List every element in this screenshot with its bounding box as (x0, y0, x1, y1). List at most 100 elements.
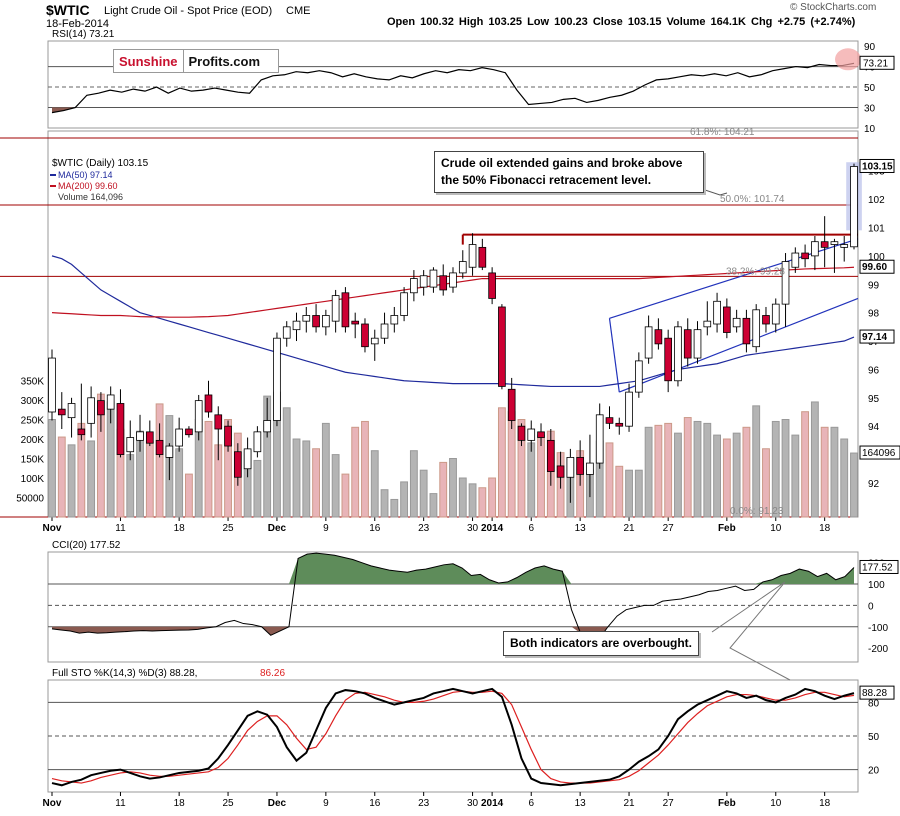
candle-body (478, 246, 487, 268)
candle-body (566, 456, 575, 478)
volume-bar (351, 426, 360, 518)
candle-body (292, 320, 301, 331)
candle-body (390, 315, 399, 325)
x-tick-label: 25 (222, 523, 234, 534)
x-tick-label: 11 (115, 798, 126, 809)
candle-body (683, 329, 692, 359)
cci-panel-label: CCI(20) 177.52 (52, 540, 121, 551)
candle-body (840, 244, 849, 248)
ma50-price-label: 97.14 (862, 332, 887, 343)
volume-bar (801, 411, 810, 518)
candle-body (742, 317, 751, 345)
volume-bar (488, 477, 497, 518)
candle-body (644, 326, 653, 359)
rsi-tick-label: 90 (864, 42, 876, 53)
volume-tick-label: 250K (21, 416, 45, 427)
fib-label: 0.0%: 91.23 (730, 506, 784, 517)
x-tick-label: 18 (174, 798, 186, 809)
volume-tick-label: 300K (21, 396, 45, 407)
candle-body (703, 320, 712, 328)
candle-body (273, 337, 281, 421)
volume-bar (175, 448, 184, 518)
candle-body (224, 425, 232, 447)
candle-body (253, 431, 262, 453)
volume-bar (468, 483, 477, 518)
candle-body (400, 292, 408, 316)
rsi-oversold-fill (52, 107, 87, 113)
x-tick-label: 9 (323, 798, 329, 809)
logo-part-1: Sunshine (114, 50, 184, 72)
price-tick-label: 92 (868, 479, 880, 490)
volume-bar (605, 442, 614, 518)
candle-body (126, 437, 135, 453)
candle-body (331, 295, 340, 322)
channel-lower (619, 297, 859, 393)
price-tick-label: 95 (868, 394, 880, 405)
ma50-price-label-box (859, 329, 895, 344)
sto-k-line (51, 687, 855, 787)
candle-body (87, 397, 95, 424)
sto-d-line (51, 690, 855, 784)
volume-bar (419, 469, 428, 518)
volume-bar (674, 432, 682, 518)
indicator-callout: Both indicators are overbought. (503, 631, 700, 656)
ma200-price-label: 99.60 (862, 262, 887, 273)
candle-body (527, 428, 536, 441)
candle-body (791, 252, 800, 268)
cci-value-label: 177.52 (862, 562, 893, 573)
volume-bar (87, 440, 96, 518)
volume-bar (321, 422, 330, 518)
candle-body (370, 337, 379, 345)
candle-body (752, 309, 761, 348)
candlesticks (48, 163, 858, 503)
volume-bar (380, 489, 389, 518)
x-tick-label: 2014 (481, 798, 504, 809)
candle-body (625, 391, 633, 427)
volume-bar (850, 452, 858, 518)
candle-body (595, 414, 604, 464)
price-tick-label: 101 (868, 224, 885, 235)
candle-body (693, 329, 702, 359)
legend-ma50: MA(50) 97.14 (58, 170, 113, 180)
volume-bar (458, 477, 467, 518)
volume-tick-label: 350K (21, 377, 45, 388)
candle-body (341, 292, 350, 328)
cci-line (51, 552, 855, 642)
cci-tick-label: 0 (868, 601, 874, 612)
volume-tick-label: 150K (21, 455, 45, 466)
fib-label: 61.8%: 104.21 (690, 127, 755, 138)
candle-body (106, 394, 115, 410)
candle-body (439, 275, 448, 291)
candle-body (302, 315, 311, 322)
x-tick-label: Feb (718, 798, 736, 809)
volume-bar (791, 434, 800, 518)
rsi-value-label: 73.21 (863, 58, 888, 69)
x-tick-label: 21 (623, 523, 635, 534)
x-tick-label: 27 (663, 798, 675, 809)
volume-bar (634, 469, 643, 518)
volume-bar (185, 473, 193, 518)
volume-bar (67, 444, 76, 518)
sto-d-value: 86.26 (260, 668, 285, 679)
volume-bar (57, 436, 66, 518)
ma50-line (51, 255, 855, 388)
fib-label: 50.0%: 101.74 (720, 194, 785, 205)
candle-body (654, 329, 663, 345)
cci-positive-fill (52, 553, 854, 585)
volume-bar (615, 465, 624, 518)
sto-tick-label: 50 (868, 732, 880, 743)
close-price-label: 103.15 (862, 161, 893, 172)
volume-bar (497, 407, 506, 518)
volume-bar (390, 498, 399, 518)
volume-bar (361, 420, 369, 518)
volume-bar (732, 432, 741, 518)
candle-body (458, 261, 467, 274)
price-tick-label: 96 (868, 365, 880, 376)
candle-body (136, 431, 144, 441)
volume-bar (429, 493, 438, 518)
volume-value-box (859, 445, 900, 460)
source-credit: © StockCharts.com (790, 2, 877, 13)
candle-body (155, 439, 164, 455)
ma200-price-label-box (859, 259, 895, 274)
